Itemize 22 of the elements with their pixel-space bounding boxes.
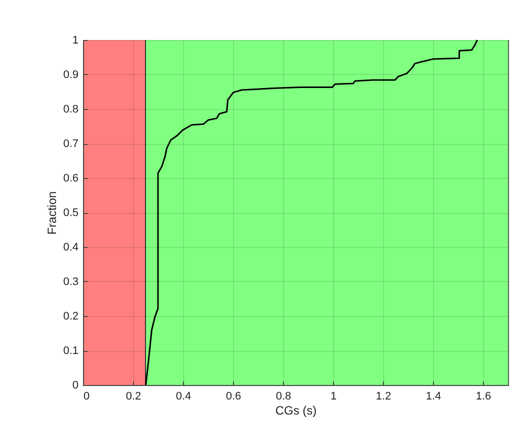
y-tick-label: 0.2: [63, 310, 78, 322]
x-axis-title: CGs (s): [275, 404, 317, 418]
x-tick-label: 1: [330, 390, 337, 402]
x-tick-label: 0.4: [176, 390, 192, 402]
x-tick-label: 1.2: [376, 390, 392, 402]
y-tick-label: 0: [72, 380, 78, 392]
y-tick-label: 0.9: [63, 69, 78, 81]
x-tick-label: 0.2: [126, 390, 142, 402]
x-tick-label: 0: [84, 390, 90, 402]
y-axis-title: Fraction: [45, 191, 60, 235]
y-tick-label: 0.8: [63, 104, 78, 116]
y-tick-label: 1: [72, 34, 78, 46]
y-tick-label: 0.5: [63, 207, 78, 219]
x-tick-label: 1.6: [476, 390, 492, 402]
y-tick-label: 0.3: [63, 276, 78, 288]
y-tick-label: 0.1: [63, 345, 78, 357]
x-tick-label: 1.4: [426, 390, 442, 402]
x-tick-label: 0.8: [276, 390, 292, 402]
y-tick-label: 0.7: [63, 138, 78, 150]
x-tick-label: 0.6: [226, 390, 242, 402]
y-tick-label: 0.6: [63, 172, 78, 184]
y-tick-label: 0.4: [63, 242, 78, 254]
